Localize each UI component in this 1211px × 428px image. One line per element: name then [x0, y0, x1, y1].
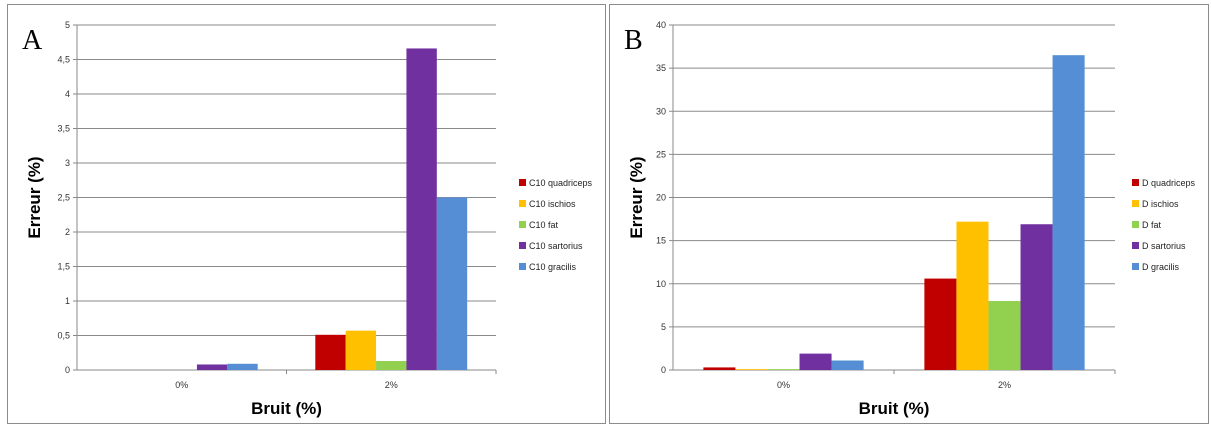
- chart-a-bar: [376, 361, 407, 370]
- chart-b-bar: [767, 369, 800, 370]
- chart-b-legend-label: D fat: [1142, 220, 1162, 230]
- chart-a-bar: [436, 197, 468, 370]
- chart-a-svg: 0 0,5 1 1,5 2 2,5 3 3,5 4 4,5 5 0% 2% Bruit (%) Erreur…: [25, 20, 593, 418]
- chart-panel-a: A 0 0,5 1 1,5 2 2,5 3 3,5 4 4,5 5 0% 2% Bruit (%) Erre…: [7, 4, 606, 424]
- chart-b-yaxis-title: Erreur (%): [627, 156, 646, 238]
- chart-b-legend-swatch: [1132, 200, 1139, 207]
- chart-b-ytick-label: 0: [661, 365, 666, 375]
- chart-b-ytick-label: 15: [656, 236, 666, 246]
- chart-a-legend-label: C10 gracilis: [529, 262, 577, 272]
- chart-a-ytick-label: 5: [65, 20, 70, 30]
- chart-a-legend-swatch: [519, 242, 526, 249]
- chart-b-ytick-label: 10: [656, 279, 666, 289]
- chart-b-legend-swatch: [1132, 179, 1139, 186]
- chart-a-bar: [406, 48, 437, 371]
- chart-panel-b: B 0 5 10 15 20 25 30 35 40 0% 2% Bruit (%) Erreur (%…: [609, 4, 1209, 424]
- chart-b-bar: [831, 360, 864, 370]
- chart-a-yaxis-title: Erreur (%): [25, 156, 44, 238]
- chart-b-bar: [1052, 55, 1085, 370]
- chart-a-xaxis-title: Bruit (%): [251, 399, 322, 418]
- chart-a-bar: [196, 364, 228, 370]
- chart-b-bar: [703, 367, 736, 370]
- chart-a-ytick-label: 4: [65, 89, 70, 99]
- chart-b-bar: [988, 301, 1021, 370]
- chart-b-legend-label: D ischios: [1142, 199, 1179, 209]
- chart-a-bar: [315, 334, 346, 370]
- chart-b-ytick-label: 20: [656, 193, 666, 203]
- chart-a-ytick-label: 1,5: [57, 262, 70, 272]
- chart-b-legend-swatch: [1132, 221, 1139, 228]
- chart-a-legend-swatch: [519, 221, 526, 228]
- chart-b-bar: [956, 221, 989, 370]
- chart-a-ytick-label: 1: [65, 296, 70, 306]
- chart-b-ytick-label: 25: [656, 149, 666, 159]
- chart-a-bar: [345, 330, 377, 370]
- chart-a-legend-label: C10 quadriceps: [529, 178, 593, 188]
- chart-b-legend-label: D gracilis: [1142, 262, 1180, 272]
- panel-label-b: B: [624, 25, 643, 56]
- chart-b-bar: [1020, 224, 1053, 370]
- chart-a-ytick-label: 3: [65, 158, 70, 168]
- chart-b-bar: [924, 278, 957, 370]
- chart-a-ytick-label: 2: [65, 227, 70, 237]
- chart-a-legend-swatch: [519, 200, 526, 207]
- chart-b-svg: 0 5 10 15 20 25 30 35 40 0% 2% Bruit (%) Erreur (%) D…: [627, 20, 1196, 418]
- chart-b-legend-swatch: [1132, 242, 1139, 249]
- chart-a-ytick-label: 3,5: [57, 124, 70, 134]
- chart-b-bar: [799, 353, 832, 370]
- chart-a-legend-label: C10 sartorius: [529, 241, 583, 251]
- chart-a-legend-swatch: [519, 179, 526, 186]
- chart-b-bar: [735, 369, 768, 370]
- chart-a-ytick-label: 0: [65, 365, 70, 375]
- chart-b-legend-swatch: [1132, 263, 1139, 270]
- chart-b-ytick-label: 35: [656, 63, 666, 73]
- chart-a-ytick-label: 2,5: [57, 193, 70, 203]
- chart-b-xtick-label: 2%: [998, 380, 1011, 390]
- chart-a-legend-swatch: [519, 263, 526, 270]
- chart-a-legend-label: C10 ischios: [529, 199, 576, 209]
- chart-a-legend-label: C10 fat: [529, 220, 559, 230]
- chart-b-xaxis-title: Bruit (%): [859, 399, 930, 418]
- panel-label-a: A: [22, 25, 43, 56]
- chart-a-ytick-label: 0,5: [57, 331, 70, 341]
- chart-b-xtick-label: 0%: [777, 380, 790, 390]
- chart-b-ytick-label: 30: [656, 106, 666, 116]
- chart-a-ytick-label: 4,5: [57, 55, 70, 65]
- chart-a-bar: [227, 363, 258, 370]
- chart-a-xtick-label: 0%: [175, 380, 188, 390]
- chart-b-legend-label: D quadriceps: [1142, 178, 1196, 188]
- chart-b-ytick-label: 40: [656, 20, 666, 30]
- chart-b-ytick-label: 5: [661, 322, 666, 332]
- chart-b-legend-label: D sartorius: [1142, 241, 1186, 251]
- chart-a-xtick-label: 2%: [385, 380, 398, 390]
